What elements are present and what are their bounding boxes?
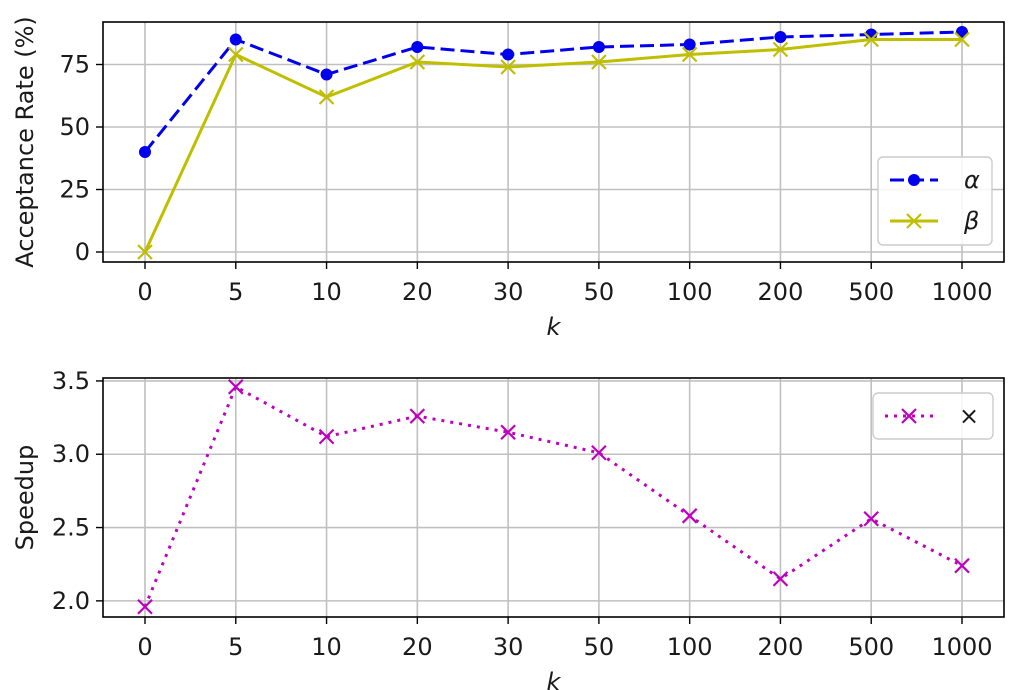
data-point	[772, 41, 789, 58]
series-line	[143, 384, 963, 608]
legend-box	[877, 156, 993, 246]
speedup-panel: 0 5 10 20 30 50 100 200 500 1000 2.0 2.5 3.0 3.5 k Spee…	[11, 367, 1005, 690]
x-tick-label: 0	[137, 633, 152, 661]
data-point	[229, 33, 242, 46]
y-tick-label: 2.0	[52, 587, 90, 615]
x-tick-label: 5	[228, 633, 243, 661]
y-tick-label: 75	[59, 51, 90, 79]
legend: αβ	[877, 156, 993, 246]
x-tick-label: 30	[493, 278, 524, 306]
x-tick-label: 1000	[931, 278, 992, 306]
data-point	[228, 379, 244, 395]
data-point	[409, 54, 426, 70]
data-point	[137, 598, 153, 615]
legend-marker	[908, 174, 920, 186]
data-point	[139, 146, 151, 158]
legend-label: ×	[959, 402, 979, 430]
legend-marker	[906, 213, 922, 229]
data-point	[954, 31, 970, 48]
data-point	[681, 46, 698, 63]
legend-label: β	[963, 207, 979, 235]
data-point	[772, 571, 789, 587]
acceptance-rate-panel: 0 5 10 20 30 50 100 200 500 1000 0 25 50 75 k Acceptanc…	[11, 16, 1005, 341]
data-point	[320, 68, 333, 81]
data-point	[137, 244, 153, 260]
data-point	[863, 31, 879, 48]
data-point	[683, 38, 696, 51]
x-tick-label: 10	[311, 278, 342, 306]
x-tick-label: 5	[228, 278, 243, 306]
data-point	[956, 26, 968, 38]
data-point	[228, 46, 244, 63]
y-tick-label: 3.0	[52, 440, 90, 468]
y-tick-label: 50	[59, 113, 90, 141]
y-tick-label: 25	[59, 176, 90, 204]
plot-frame	[102, 377, 1005, 618]
x-axis-label: k	[547, 668, 562, 690]
y-axis-label: Speedup	[11, 445, 39, 551]
legend-marker	[901, 408, 917, 424]
x-tick-label: 20	[402, 278, 433, 306]
data-point	[863, 510, 879, 527]
x-tick-label: 50	[584, 278, 615, 306]
data-point	[681, 508, 698, 524]
data-point	[591, 445, 607, 461]
x-tick-label: 200	[758, 278, 804, 306]
y-axis-label: Acceptance Rate (%)	[11, 16, 39, 268]
x-tick-label: 100	[667, 278, 713, 306]
y-tick-label: 0	[75, 238, 90, 266]
x-tick-label: 100	[667, 633, 713, 661]
legend: ×	[872, 392, 994, 440]
data-point	[774, 31, 787, 43]
x-tick-label: 200	[758, 633, 804, 661]
data-point	[318, 89, 335, 105]
x-tick-label: 0	[137, 278, 152, 306]
data-point	[409, 408, 426, 424]
data-point	[318, 428, 335, 445]
data-point	[592, 41, 605, 53]
x-tick-label: 1000	[931, 633, 992, 661]
series-line	[143, 30, 963, 153]
x-axis-label: k	[547, 313, 562, 341]
data-point	[411, 41, 424, 53]
legend-label: α	[964, 166, 980, 194]
series-line	[143, 38, 962, 253]
data-point	[500, 59, 516, 75]
x-tick-label: 20	[402, 633, 433, 661]
x-tick-label: 500	[848, 633, 894, 661]
x-tick-label: 10	[311, 633, 342, 661]
plot-frame	[102, 21, 1005, 263]
data-point	[591, 54, 607, 70]
y-tick-label: 2.5	[52, 514, 90, 542]
y-tick-label: 3.5	[52, 367, 90, 395]
x-tick-label: 500	[848, 278, 894, 306]
x-tick-label: 50	[584, 633, 615, 661]
data-point	[954, 557, 970, 574]
data-point	[500, 424, 516, 441]
x-tick-label: 30	[493, 633, 524, 661]
data-point	[502, 48, 515, 61]
